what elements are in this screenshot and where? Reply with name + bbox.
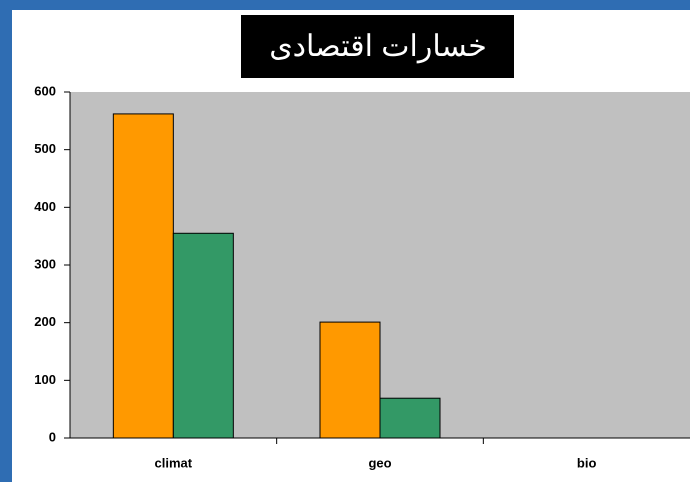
title-box (241, 15, 514, 78)
bar (112, 113, 174, 439)
y-tick-label: 200 (34, 314, 56, 329)
y-tick-label: 500 (34, 141, 56, 156)
y-tick-label: 400 (34, 199, 56, 214)
y-tick-label: 600 (34, 83, 56, 98)
y-tick-label: 300 (34, 256, 56, 271)
y-tick-label: 100 (34, 372, 56, 387)
x-tick-label: bio (577, 455, 597, 470)
bar (379, 397, 441, 439)
x-tick-label: climat (155, 455, 193, 470)
y-tick-label: 0 (49, 429, 56, 444)
x-tick-label: geo (368, 455, 391, 470)
bar (172, 232, 234, 439)
chart-title: خسارات اقتصادی (269, 30, 487, 64)
bar (319, 321, 381, 439)
